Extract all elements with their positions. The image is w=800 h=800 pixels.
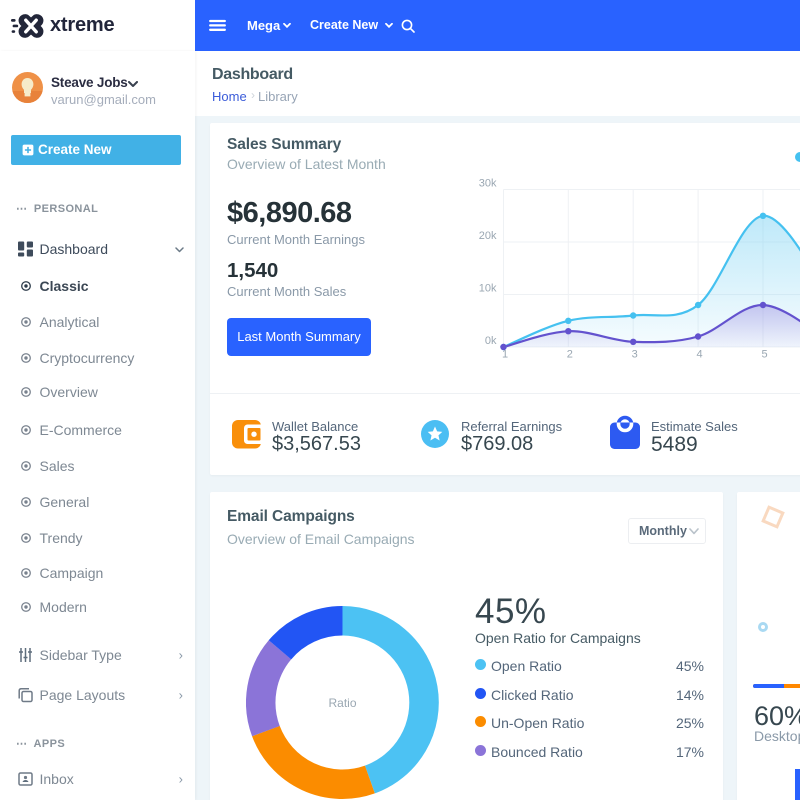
svg-text:30k: 30k: [479, 178, 497, 190]
svg-text:0k: 0k: [485, 335, 497, 347]
svg-text:5: 5: [761, 349, 767, 361]
svg-text:10k: 10k: [479, 283, 497, 295]
svg-text:3: 3: [632, 349, 638, 361]
svg-text:4: 4: [697, 349, 703, 361]
svg-text:2: 2: [567, 349, 573, 361]
svg-text:Ratio: Ratio: [328, 696, 356, 710]
svg-text:20k: 20k: [479, 230, 497, 242]
svg-text:1: 1: [502, 349, 508, 361]
